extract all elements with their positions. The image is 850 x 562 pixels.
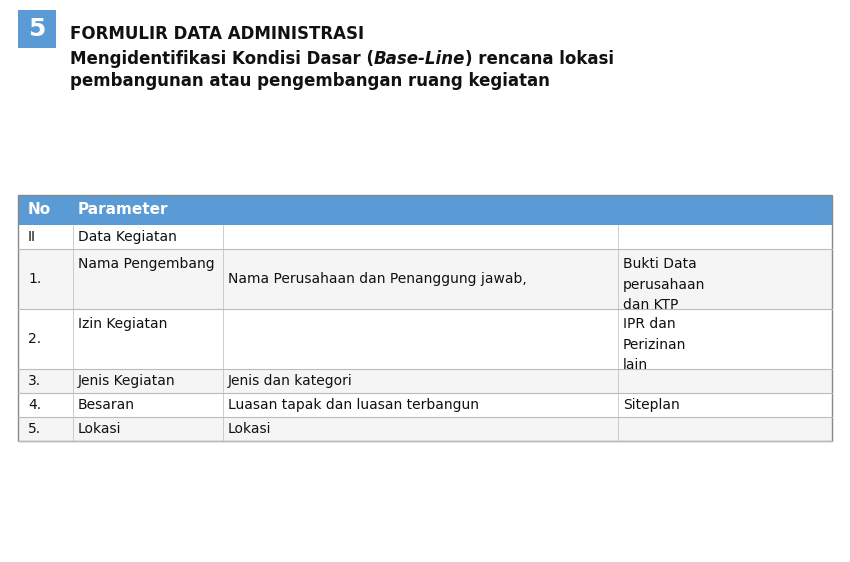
Text: Lokasi: Lokasi [78,422,122,436]
Bar [18,10,56,48]
Text: Mengidentifikasi Kondisi Dasar (: Mengidentifikasi Kondisi Dasar ( [70,50,374,68]
Text: ) rencana lokasi: ) rencana lokasi [465,50,615,68]
Text: 4.: 4. [28,398,41,412]
Bar [18,225,832,249]
Bar [18,417,832,441]
Text: Nama Perusahaan dan Penanggung jawab,: Nama Perusahaan dan Penanggung jawab, [228,272,527,286]
Text: Luasan tapak dan luasan terbangun: Luasan tapak dan luasan terbangun [228,398,479,412]
Text: Bukti Data
perusahaan
dan KTP: Bukti Data perusahaan dan KTP [623,257,705,312]
Text: IPR dan
Perizinan
lain: IPR dan Perizinan lain [623,317,686,372]
Text: No: No [28,202,51,217]
Bar [18,195,832,441]
Bar [18,249,832,309]
Text: 3.: 3. [28,374,41,388]
Text: Parameter: Parameter [78,202,168,217]
Text: 5: 5 [28,17,46,41]
Bar [18,393,832,417]
Text: Base-Line: Base-Line [374,50,465,68]
Text: Jenis dan kategori: Jenis dan kategori [228,374,353,388]
Bar [18,369,832,393]
Bar [18,195,832,225]
Text: 5.: 5. [28,422,41,436]
Text: pembangunan atau pengembangan ruang kegiatan: pembangunan atau pengembangan ruang kegi… [70,72,550,90]
Text: II: II [28,230,36,244]
Text: Lokasi: Lokasi [228,422,271,436]
Text: Nama Pengembang: Nama Pengembang [78,257,214,271]
Bar [18,309,832,369]
Text: Data Kegiatan: Data Kegiatan [78,230,177,244]
Text: Besaran: Besaran [78,398,135,412]
Text: Siteplan: Siteplan [623,398,680,412]
Text: 1.: 1. [28,272,42,286]
Text: FORMULIR DATA ADMINISTRASI: FORMULIR DATA ADMINISTRASI [70,25,364,43]
Text: Izin Kegiatan: Izin Kegiatan [78,317,167,331]
Text: 2.: 2. [28,332,41,346]
Text: Jenis Kegiatan: Jenis Kegiatan [78,374,176,388]
